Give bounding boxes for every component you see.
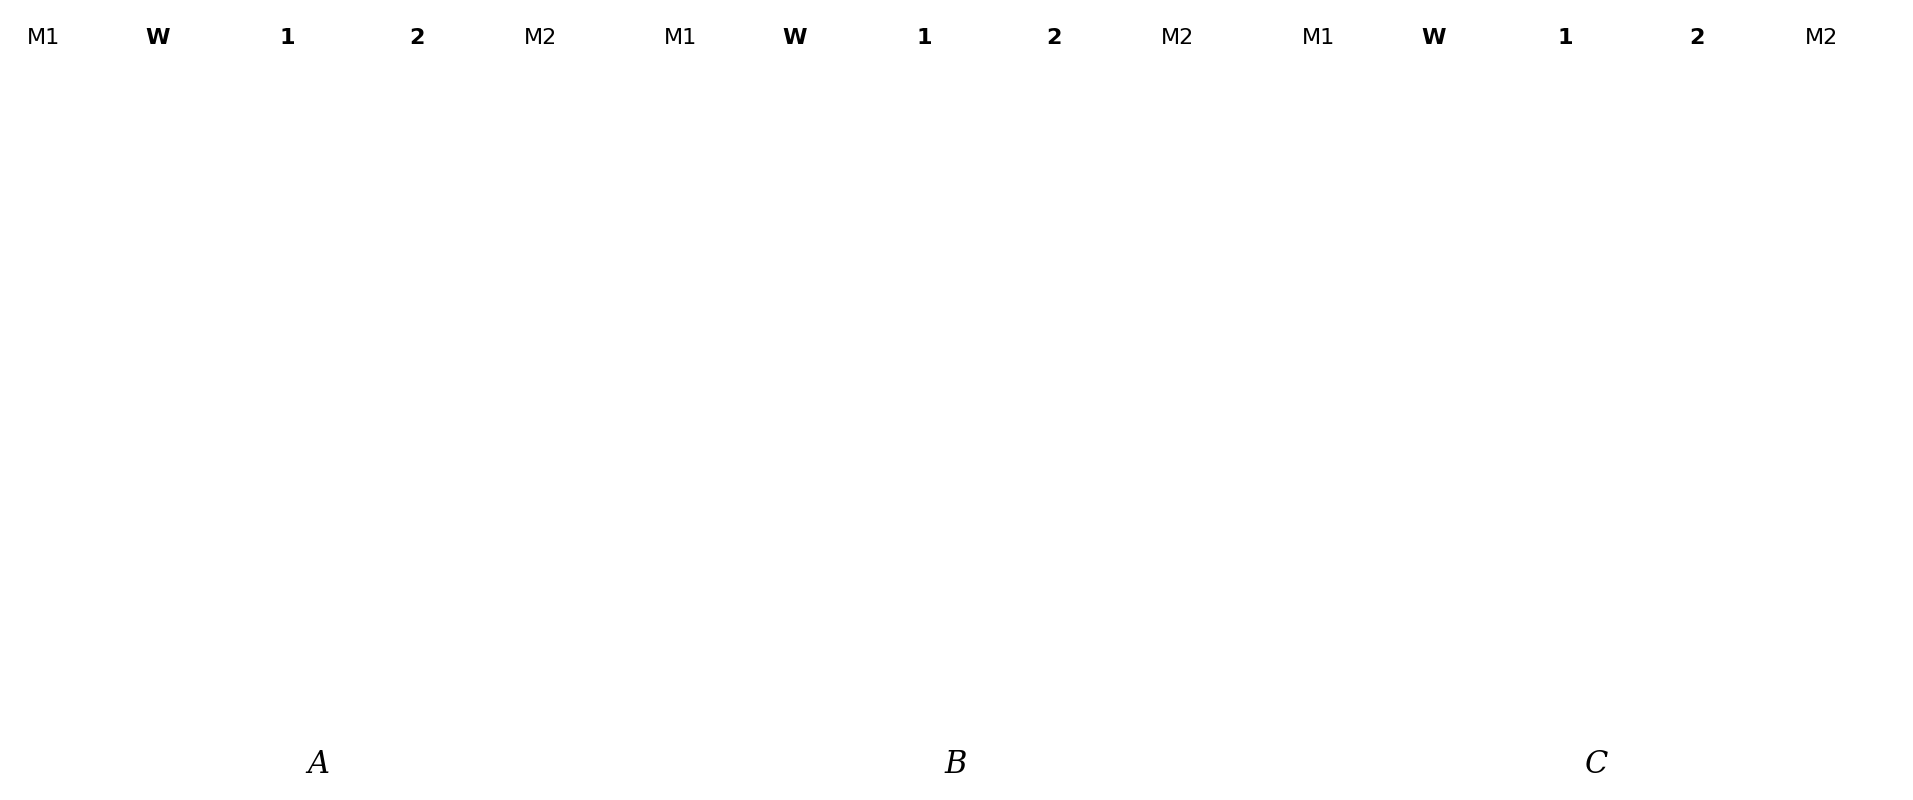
Text: M1: M1	[27, 28, 59, 48]
Text: 1: 1	[279, 28, 295, 48]
Polygon shape	[1504, 187, 1525, 194]
Text: M2: M2	[1161, 28, 1194, 48]
Polygon shape	[1511, 154, 1534, 163]
Polygon shape	[1618, 187, 1639, 194]
Text: M2: M2	[1806, 28, 1838, 48]
Polygon shape	[367, 418, 469, 454]
Text: M2: M2	[524, 28, 557, 48]
Text: 1: 1	[1557, 28, 1572, 48]
Polygon shape	[367, 410, 383, 418]
Polygon shape	[1607, 334, 1748, 371]
Text: 1: 1	[916, 28, 932, 48]
Polygon shape	[1029, 331, 1056, 353]
Polygon shape	[1372, 163, 1534, 210]
Polygon shape	[1002, 326, 1018, 339]
Polygon shape	[230, 270, 247, 278]
Polygon shape	[1044, 330, 1064, 342]
Polygon shape	[1022, 326, 1043, 339]
Polygon shape	[1020, 312, 1035, 332]
Text: A: A	[308, 749, 329, 780]
Polygon shape	[1002, 319, 1029, 328]
Polygon shape	[1012, 315, 1035, 330]
Polygon shape	[1020, 346, 1035, 366]
Polygon shape	[1372, 154, 1395, 163]
Text: 2: 2	[1689, 28, 1704, 48]
Polygon shape	[329, 270, 346, 278]
Polygon shape	[230, 278, 346, 321]
Polygon shape	[1048, 317, 1071, 327]
Polygon shape	[1041, 315, 1054, 330]
Polygon shape	[1025, 291, 1041, 312]
Polygon shape	[844, 214, 867, 222]
Text: 2: 2	[1046, 28, 1062, 48]
Polygon shape	[1037, 314, 1054, 322]
Polygon shape	[1004, 293, 1022, 307]
Polygon shape	[199, 396, 216, 403]
Polygon shape	[1062, 298, 1073, 311]
Text: C: C	[1584, 749, 1609, 780]
Polygon shape	[1504, 194, 1639, 236]
Polygon shape	[723, 222, 867, 268]
Polygon shape	[1037, 274, 1050, 290]
Polygon shape	[1060, 312, 1079, 322]
Polygon shape	[453, 410, 469, 418]
Text: W: W	[782, 28, 807, 48]
Text: M1: M1	[664, 28, 696, 48]
Polygon shape	[1607, 327, 1628, 334]
Text: M1: M1	[1301, 28, 1335, 48]
Text: B: B	[945, 749, 966, 780]
Polygon shape	[1727, 327, 1748, 334]
Bar	[0, 720, 1913, 800]
Text: 2: 2	[409, 28, 425, 48]
Polygon shape	[999, 287, 1016, 306]
Polygon shape	[99, 403, 216, 444]
Polygon shape	[974, 214, 995, 222]
Text: W: W	[1421, 28, 1446, 48]
Polygon shape	[853, 222, 995, 266]
Polygon shape	[853, 214, 876, 222]
Polygon shape	[723, 214, 746, 222]
Polygon shape	[1008, 310, 1031, 330]
Polygon shape	[1054, 341, 1073, 360]
Polygon shape	[99, 396, 117, 403]
Polygon shape	[999, 294, 1018, 311]
Text: W: W	[145, 28, 170, 48]
